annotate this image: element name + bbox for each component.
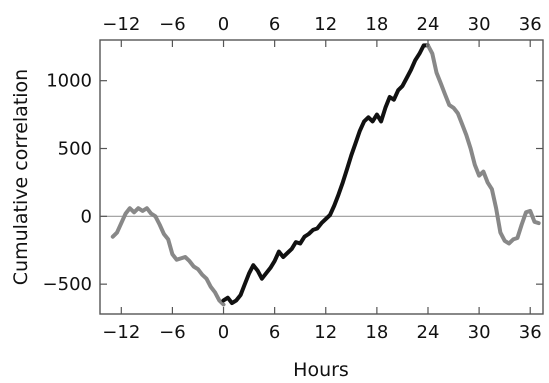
- series-layer: [110, 43, 541, 307]
- x-tick-label-bottom: 30: [468, 322, 491, 343]
- y-tick-label: 0: [81, 206, 92, 227]
- x-tick-label-bottom: −12: [102, 322, 140, 343]
- y-tick-label: 1000: [46, 71, 92, 92]
- x-tick-label-top: 24: [417, 14, 440, 35]
- x-axis-title: Hours: [293, 359, 349, 381]
- x-tick-label-top: 12: [314, 14, 337, 35]
- x-tick-label-top: 0: [218, 14, 229, 35]
- x-tick-label-top: −12: [102, 14, 140, 35]
- x-tick-label-top: 30: [468, 14, 491, 35]
- y-tick-label: 500: [58, 139, 92, 160]
- x-tick-label-bottom: −6: [159, 322, 186, 343]
- y-tick-label: −500: [43, 274, 92, 295]
- series-line-3: [426, 43, 541, 246]
- ticks-layer: −12 −12 −6 −6 0 0 6 6 12 12 18 18 24 24 30 30 36 36 −500 0 5…: [43, 14, 543, 343]
- x-tick-label-top: 36: [519, 14, 542, 35]
- x-tick-label-bottom: 12: [314, 322, 337, 343]
- series-line-2: [221, 43, 430, 306]
- x-tick-label-bottom: 6: [269, 322, 280, 343]
- x-tick-label-top: 18: [365, 14, 388, 35]
- x-tick-label-bottom: 24: [417, 322, 440, 343]
- x-tick-label-bottom: 36: [519, 322, 542, 343]
- x-tick-label-top: −6: [159, 14, 186, 35]
- x-tick-label-bottom: 0: [218, 322, 229, 343]
- plot-frame: [99, 39, 544, 315]
- x-tick-label-bottom: 18: [365, 322, 388, 343]
- series-line-1: [110, 206, 226, 307]
- x-tick-label-top: 6: [269, 14, 280, 35]
- y-axis-title: Cumulative correlation: [10, 69, 32, 285]
